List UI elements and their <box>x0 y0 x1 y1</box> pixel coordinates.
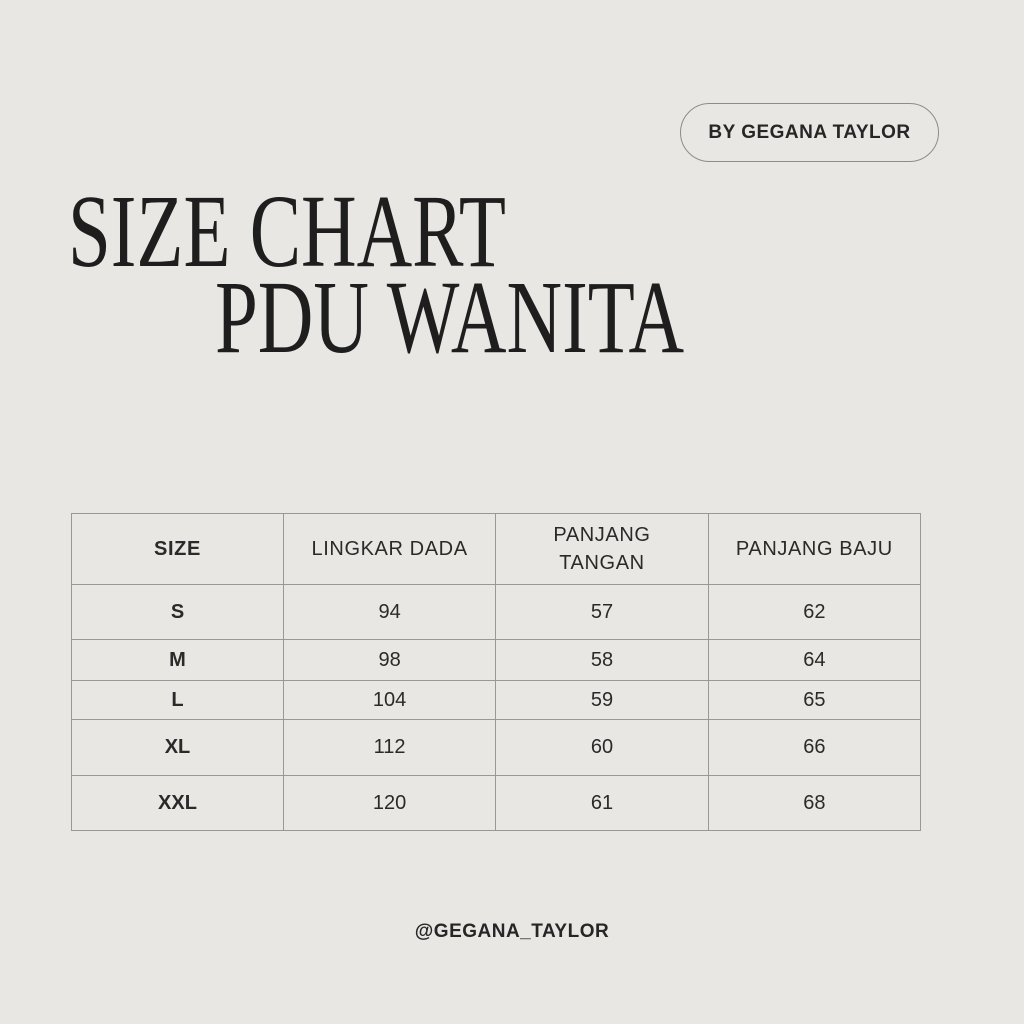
measurement-cell: 65 <box>707 680 922 720</box>
measurement-cell: 94 <box>282 584 497 640</box>
measurement-cell: 57 <box>495 584 709 640</box>
header-panjang-tangan: PANJANG TANGAN <box>495 513 709 585</box>
table-row: XL 112 60 66 <box>71 719 922 776</box>
measurement-cell: 68 <box>707 775 922 831</box>
table-header-row: SIZE LINGKAR DADA PANJANG TANGAN PANJANG… <box>71 513 922 585</box>
header-lingkar-dada: LINGKAR DADA <box>282 513 497 585</box>
measurement-cell: 112 <box>282 719 497 776</box>
page-title-line1: SIZE CHART <box>68 174 506 289</box>
size-chart-table: SIZE LINGKAR DADA PANJANG TANGAN PANJANG… <box>71 513 922 831</box>
instagram-handle: @GEGANA_TAYLOR <box>414 921 610 942</box>
size-cell: S <box>71 584 284 640</box>
table-row: L 104 59 65 <box>71 680 922 720</box>
size-cell: L <box>71 680 284 720</box>
size-cell: M <box>71 639 284 681</box>
size-cell: XL <box>71 719 284 776</box>
table-row: S 94 57 62 <box>71 584 922 640</box>
table-row: XXL 120 61 68 <box>71 775 922 831</box>
brand-badge: BY GEGANA TAYLOR <box>680 103 939 162</box>
measurement-cell: 59 <box>495 680 709 720</box>
measurement-cell: 58 <box>495 639 709 681</box>
page-title-line2: PDU WANITA <box>215 260 685 375</box>
measurement-cell: 64 <box>707 639 922 681</box>
measurement-cell: 61 <box>495 775 709 831</box>
measurement-cell: 98 <box>282 639 497 681</box>
measurement-cell: 120 <box>282 775 497 831</box>
measurement-cell: 104 <box>282 680 497 720</box>
header-panjang-baju: PANJANG BAJU <box>707 513 922 585</box>
measurement-cell: 62 <box>707 584 922 640</box>
size-cell: XXL <box>71 775 284 831</box>
measurement-cell: 66 <box>707 719 922 776</box>
header-size: SIZE <box>71 513 284 585</box>
table-row: M 98 58 64 <box>71 639 922 681</box>
measurement-cell: 60 <box>495 719 709 776</box>
